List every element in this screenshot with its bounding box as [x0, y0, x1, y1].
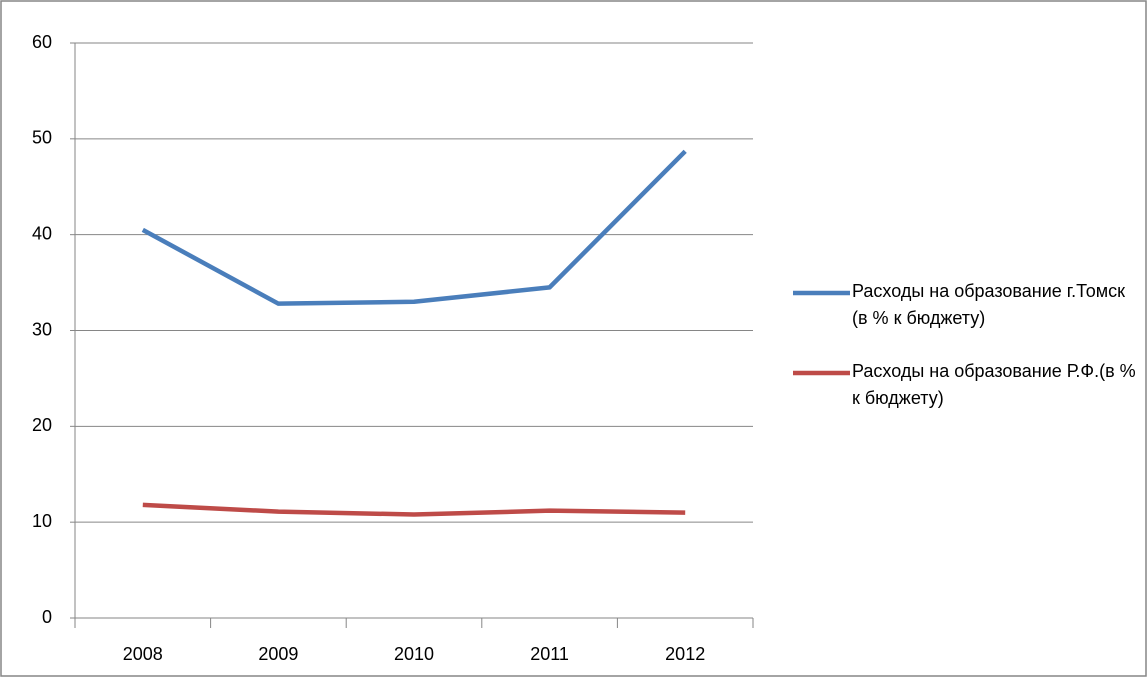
y-tick-label: 10 — [32, 511, 52, 531]
x-tick-label: 2012 — [665, 644, 705, 664]
x-tick-label: 2009 — [258, 644, 298, 664]
legend-label: Расходы на образование г.Томск (в % к бю… — [852, 281, 1126, 328]
y-tick-label: 50 — [32, 128, 52, 148]
y-tick-label: 20 — [32, 415, 52, 435]
x-tick-label: 2008 — [123, 644, 163, 664]
series-line — [141, 149, 687, 306]
y-tick-label: 60 — [32, 32, 52, 52]
x-tick-label: 2011 — [530, 644, 569, 664]
y-tick-label: 40 — [32, 223, 52, 243]
y-tick-label: 30 — [32, 319, 52, 339]
x-tick-label: 2010 — [394, 644, 434, 664]
series-line — [142, 502, 686, 517]
y-tick-label: 0 — [42, 607, 52, 627]
legend-label: Расходы на образование Р.Ф.(в % к бюджет… — [852, 361, 1136, 408]
